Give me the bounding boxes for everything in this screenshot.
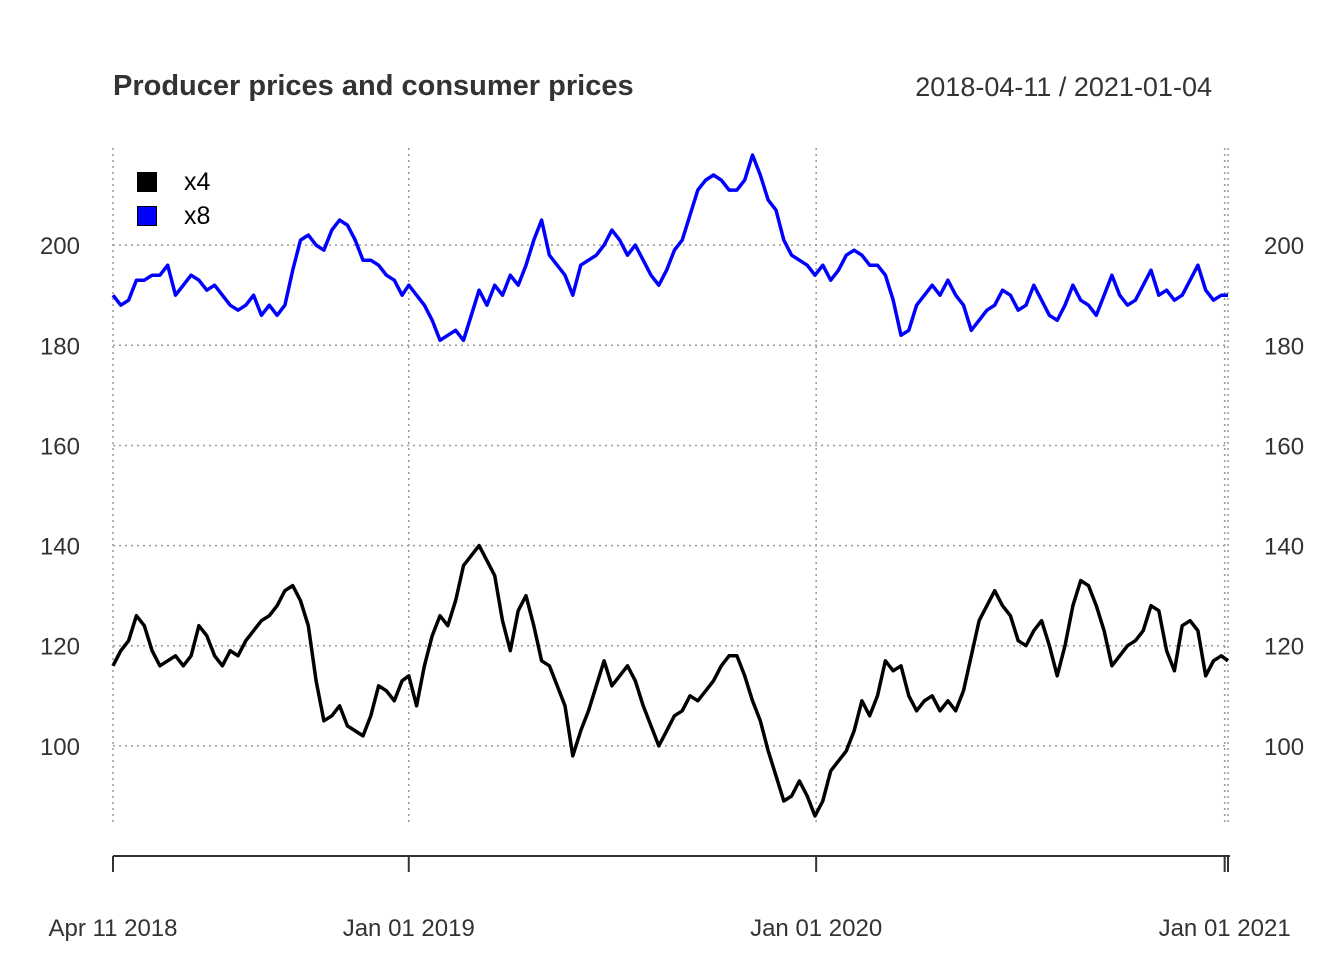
x-tick-label: Jan 01 2019 bbox=[343, 915, 475, 942]
y-tick-label-left: 180 bbox=[40, 333, 80, 360]
legend-item-x4: x4 bbox=[137, 165, 210, 199]
y-tick-label-left: 140 bbox=[40, 534, 80, 561]
legend-swatch-x8 bbox=[137, 206, 157, 226]
series-line-x8 bbox=[111, 153, 1228, 343]
y-tick-label-right: 120 bbox=[1264, 634, 1304, 661]
legend-swatch-x4 bbox=[137, 172, 157, 192]
legend-item-x8: x8 bbox=[137, 199, 210, 233]
y-tick-label-left: 100 bbox=[40, 734, 80, 761]
y-tick-label-left: 200 bbox=[40, 233, 80, 260]
series-line-x4 bbox=[111, 543, 1230, 818]
x-tick-label: Jan 01 2021 bbox=[1159, 915, 1291, 942]
date-range-label: 2018-04-11 / 2021-01-04 bbox=[915, 72, 1212, 102]
legend: x4 x8 bbox=[137, 165, 210, 233]
y-tick-label-right: 100 bbox=[1264, 734, 1304, 761]
x-tick-label: Jan 01 2020 bbox=[750, 915, 882, 942]
y-tick-label-right: 140 bbox=[1264, 534, 1304, 561]
grid-lines bbox=[112, 148, 1229, 826]
x-axis: Apr 11 2018 Jan 01 2019 Jan 01 2020 Jan 01 … bbox=[49, 855, 1291, 942]
series-lines bbox=[111, 153, 1230, 818]
y-tick-label-left: 160 bbox=[40, 433, 80, 460]
y-axis-right: 100 120 140 160 180 200 bbox=[1264, 233, 1304, 761]
y-tick-label-right: 160 bbox=[1264, 433, 1304, 460]
chart-title: Producer prices and consumer prices bbox=[113, 70, 634, 102]
y-tick-label-left: 120 bbox=[40, 634, 80, 661]
y-tick-label-right: 180 bbox=[1264, 333, 1304, 360]
x-tick-label: Apr 11 2018 bbox=[49, 915, 178, 942]
legend-label-x4: x4 bbox=[184, 167, 211, 196]
y-axis-left: 100 120 140 160 180 200 bbox=[40, 233, 80, 761]
y-tick-label-right: 200 bbox=[1264, 233, 1304, 260]
legend-label-x8: x8 bbox=[184, 201, 211, 230]
